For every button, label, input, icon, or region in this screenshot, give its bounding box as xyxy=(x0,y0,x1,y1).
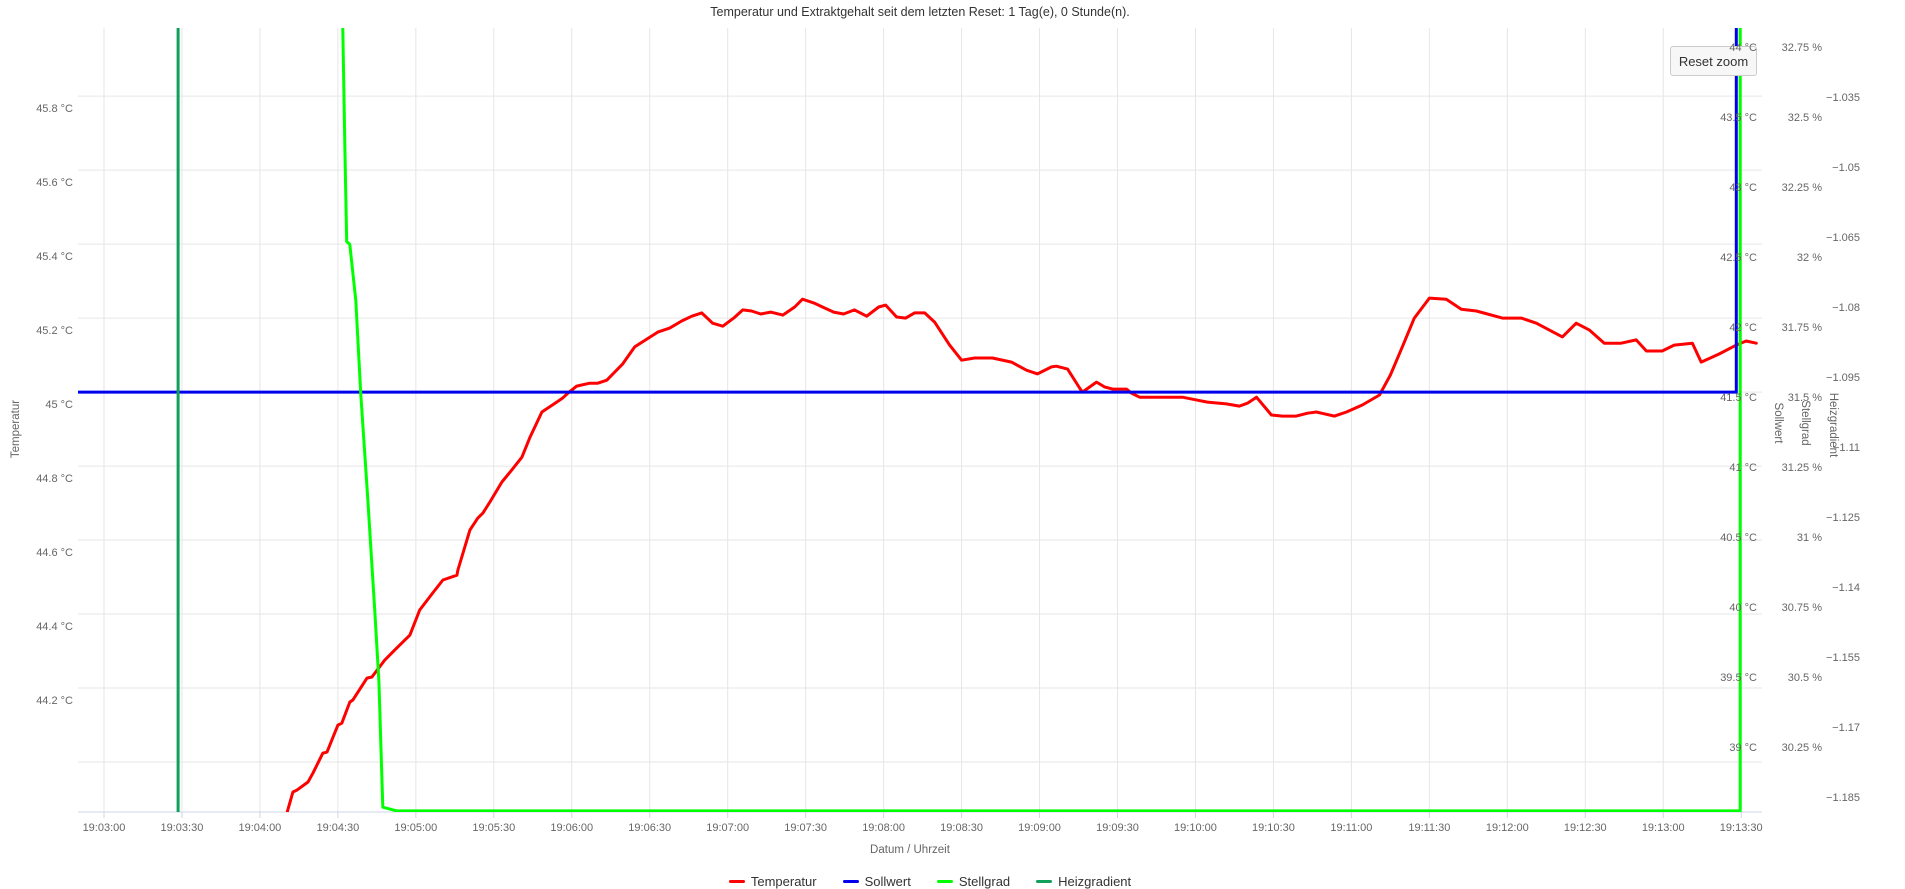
y-tick-label-stellgrad: 31.25 % xyxy=(1781,462,1822,475)
legend-marker-stellgrad xyxy=(936,880,953,883)
x-tick-label: 19:13:00 xyxy=(1641,822,1685,834)
y-tick-label-heizgradient: −1.14 xyxy=(1832,582,1860,594)
y-tick-label-sollwert: 44 °C xyxy=(1729,42,1757,55)
y-tick-label-heizgradient: −1.185 xyxy=(1826,792,1860,804)
x-tick-label: 19:09:00 xyxy=(1018,822,1061,834)
y-tick-label-heizgradient: −1.095 xyxy=(1826,372,1860,384)
x-tick-label: 19:11:30 xyxy=(1408,822,1451,834)
y-tick-label-stellgrad: 31.75 % xyxy=(1781,322,1822,335)
reset-zoom-button[interactable]: Reset zoom xyxy=(1670,46,1757,76)
y-tick-label-stellgrad: 31.5 % xyxy=(1787,392,1822,405)
y-tick-label-temperatur: 44.4 °C xyxy=(36,621,73,634)
legend-item-sollwert[interactable]: Sollwert xyxy=(842,874,911,889)
legend-label: Stellgrad xyxy=(958,874,1011,889)
x-axis-title: Datum / Uhrzeit xyxy=(870,844,950,856)
x-tick-label: 19:07:30 xyxy=(784,822,828,834)
legend-item-heizgradient[interactable]: Heizgradient xyxy=(1036,874,1131,889)
chart-title: Temperatur und Extraktgehalt seit dem le… xyxy=(710,5,1130,19)
y-tick-label-sollwert: 42 °C xyxy=(1729,322,1757,335)
y-axis-title-sollwert: Sollwert xyxy=(1772,402,1784,444)
x-tick-label: 19:05:30 xyxy=(472,822,516,834)
y-tick-label-stellgrad: 32 % xyxy=(1796,252,1822,265)
y-tick-label-sollwert: 41.5 °C xyxy=(1720,392,1757,405)
x-tick-label: 19:03:00 xyxy=(82,822,126,834)
y-tick-label-sollwert: 43.5 °C xyxy=(1720,112,1757,125)
y-tick-label-stellgrad: 32.75 % xyxy=(1781,42,1822,55)
x-tick-label: 19:10:00 xyxy=(1174,822,1217,834)
x-tick-label: 19:09:30 xyxy=(1096,822,1139,834)
y-tick-label-stellgrad: 31 % xyxy=(1796,532,1822,545)
y-tick-label-stellgrad: 32.25 % xyxy=(1781,182,1822,195)
y-tick-label-temperatur: 45 °C xyxy=(45,399,73,412)
y-tick-label-sollwert: 39.5 °C xyxy=(1720,672,1757,685)
x-tick-label: 19:08:30 xyxy=(940,822,983,834)
y-tick-label-stellgrad: 30.25 % xyxy=(1781,742,1822,755)
series-stellgrad xyxy=(341,28,1742,812)
y-tick-label-stellgrad: 30.5 % xyxy=(1787,672,1822,685)
legend-item-stellgrad[interactable]: Stellgrad xyxy=(936,874,1011,889)
y-tick-label-temperatur: 45.4 °C xyxy=(36,251,73,264)
y-tick-label-heizgradient: −1.08 xyxy=(1832,302,1860,314)
y-tick-label-heizgradient: −1.125 xyxy=(1826,512,1860,524)
x-tick-label: 19:11:00 xyxy=(1330,822,1373,834)
y-tick-label-temperatur: 44.6 °C xyxy=(36,547,73,560)
y-tick-label-stellgrad: 30.75 % xyxy=(1781,602,1822,615)
series-temperatur xyxy=(285,296,1758,812)
y-tick-label-temperatur: 45.2 °C xyxy=(36,325,73,338)
y-tick-label-sollwert: 41 °C xyxy=(1729,462,1757,475)
y-tick-label-heizgradient: −1.155 xyxy=(1826,652,1860,664)
legend-label: Heizgradient xyxy=(1058,874,1132,889)
legend-marker-sollwert xyxy=(842,880,859,883)
y-tick-label-temperatur: 45.6 °C xyxy=(36,177,73,190)
y-tick-label-temperatur: 44.2 °C xyxy=(36,695,73,708)
x-tick-label: 19:07:00 xyxy=(706,822,750,834)
x-tick-label: 19:04:30 xyxy=(316,822,360,834)
x-tick-label: 19:04:00 xyxy=(238,822,282,834)
x-tick-label: 19:06:30 xyxy=(628,822,672,834)
y-tick-label-heizgradient: −1.035 xyxy=(1826,92,1860,104)
legend-item-temperatur[interactable]: Temperatur xyxy=(728,874,817,889)
y-tick-label-temperatur: 44.8 °C xyxy=(36,473,73,486)
x-tick-label: 19:05:00 xyxy=(394,822,438,834)
legend-label: Sollwert xyxy=(864,874,911,889)
x-tick-label: 19:10:30 xyxy=(1252,822,1295,834)
y-tick-label-sollwert: 43 °C xyxy=(1729,182,1757,195)
legend-marker-heizgradient xyxy=(1036,880,1053,883)
x-tick-label: 19:12:00 xyxy=(1485,822,1529,834)
x-tick-label: 19:06:00 xyxy=(550,822,594,834)
y-axis-title-stellgrad: Stellgrad xyxy=(1799,400,1811,446)
x-tick-label: 19:13:30 xyxy=(1719,822,1763,834)
y-tick-label-sollwert: 40 °C xyxy=(1729,602,1757,615)
y-tick-label-temperatur: 45.8 °C xyxy=(36,103,73,116)
legend: Temperatur Sollwert Stellgrad Heizgradient xyxy=(0,874,1860,889)
y-tick-label-sollwert: 42.5 °C xyxy=(1720,252,1757,265)
x-tick-label: 19:08:00 xyxy=(862,822,906,834)
y-tick-label-sollwert: 39 °C xyxy=(1729,742,1757,755)
y-tick-label-stellgrad: 32.5 % xyxy=(1787,112,1822,125)
legend-marker-temperatur xyxy=(728,880,745,883)
x-tick-label: 19:12:30 xyxy=(1563,822,1607,834)
x-tick-label: 19:03:30 xyxy=(160,822,204,834)
legend-label: Temperatur xyxy=(750,874,817,889)
y-tick-label-heizgradient: −1.11 xyxy=(1832,442,1860,454)
y-tick-label-heizgradient: −1.05 xyxy=(1832,162,1860,174)
series-sollwert xyxy=(78,28,1738,394)
y-tick-label-heizgradient: −1.065 xyxy=(1826,232,1860,244)
y-tick-label-sollwert: 40.5 °C xyxy=(1720,532,1757,545)
y-tick-label-heizgradient: −1.17 xyxy=(1832,722,1860,734)
